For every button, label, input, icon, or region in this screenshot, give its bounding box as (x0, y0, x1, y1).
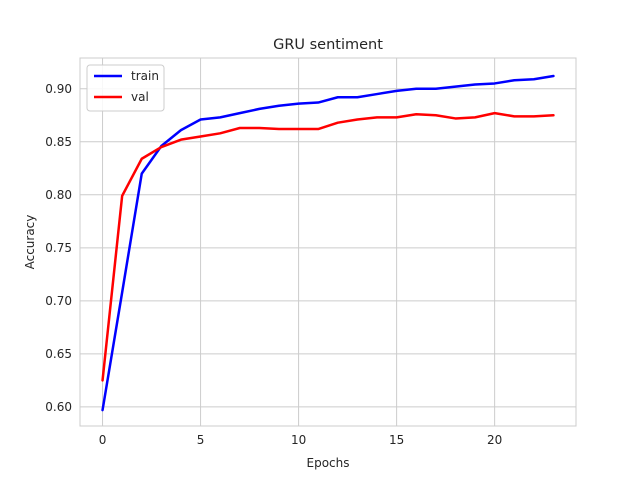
series-layer (101, 74, 555, 412)
x-tick-label: 20 (487, 433, 502, 447)
series-line-val (101, 111, 555, 382)
y-tick-label: 0.70 (45, 294, 72, 308)
plot-frame (79, 57, 577, 427)
legend: train val (86, 64, 165, 112)
y-tick-label: 0.65 (45, 347, 72, 361)
x-tick-label: 0 (99, 433, 107, 447)
x-tick-label: 15 (389, 433, 404, 447)
y-axis-label: Accuracy (23, 215, 37, 270)
grid (80, 58, 576, 426)
legend-label-val: val (131, 90, 149, 104)
y-tick-label: 0.75 (45, 241, 72, 255)
chart-title: GRU sentiment (273, 37, 383, 53)
tick-labels: 0 5 10 15 20 0.60 0.65 0.70 0.75 0.80 0.85 0.90 (45, 82, 502, 447)
y-tick-label: 0.90 (45, 82, 72, 96)
series-line-train (101, 74, 555, 412)
x-tick-label: 5 (197, 433, 205, 447)
x-tick-label: 10 (291, 433, 306, 447)
legend-label-train: train (131, 69, 159, 83)
y-tick-label: 0.85 (45, 135, 72, 149)
plot-area (80, 58, 576, 426)
y-tick-label: 0.60 (45, 400, 72, 414)
x-axis-label: Epochs (307, 456, 350, 470)
y-tick-label: 0.80 (45, 188, 72, 202)
